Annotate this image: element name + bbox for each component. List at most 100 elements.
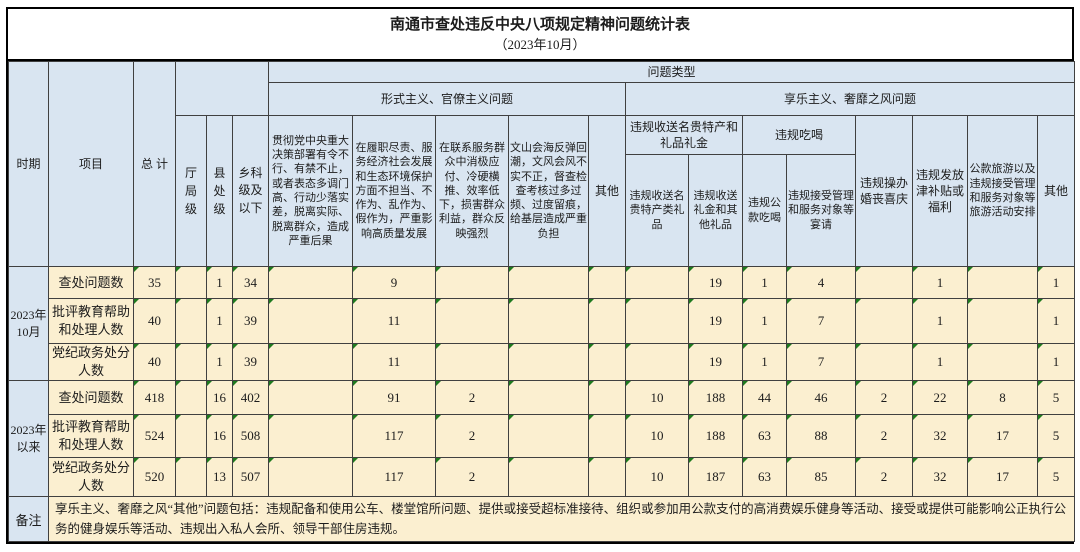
data-cell	[175, 414, 207, 458]
data-cell	[508, 298, 589, 344]
level-header-xian-label: 县处级	[213, 166, 226, 216]
data-cell	[625, 298, 689, 344]
data-cell: 1	[206, 266, 233, 299]
data-cell: 7	[786, 343, 856, 381]
row-label: 查处问题数	[48, 380, 134, 415]
data-cell: 39	[232, 298, 269, 344]
data-cell	[855, 266, 913, 299]
data-cell: 5	[1036, 380, 1076, 415]
data-cell	[967, 343, 1038, 381]
level-header-xian: 县处级	[206, 115, 233, 267]
data-cell: 1	[1036, 343, 1076, 381]
data-cell: 1	[1036, 298, 1076, 344]
data-cell: 508	[232, 414, 269, 458]
data-cell	[625, 343, 689, 381]
data-cell: 1	[742, 266, 787, 299]
data-cell: 2	[855, 380, 913, 415]
data-cell	[268, 266, 353, 299]
data-cell: 188	[688, 380, 743, 415]
data-cell: 88	[786, 414, 856, 458]
data-cell: 402	[232, 380, 269, 415]
allowance-col-header: 违规发放津补贴或福利	[912, 115, 968, 267]
data-cell: 9	[352, 266, 436, 299]
data-cell	[588, 414, 626, 458]
data-cell: 32	[912, 414, 968, 458]
data-cell	[588, 343, 626, 381]
meal-col-header-2: 违规接受管理和服务对象等宴请	[786, 154, 856, 267]
data-cell	[268, 457, 353, 497]
data-cell: 1	[1036, 266, 1076, 299]
row-label: 批评教育帮助和处理人数	[48, 414, 134, 458]
data-cell: 8	[967, 380, 1038, 415]
data-cell: 16	[206, 380, 233, 415]
data-cell	[268, 298, 353, 344]
formalism-section-header: 形式主义、官僚主义问题	[268, 82, 626, 116]
data-cell	[268, 343, 353, 381]
data-cell	[967, 298, 1038, 344]
data-cell	[175, 343, 207, 381]
data-cell	[435, 298, 509, 344]
level-header-xiang: 乡科级及以下	[232, 115, 269, 267]
formalism-col-header-3: 在联系服务群众中消极应付、冷硬横推、效率低下，损害群众利益，群众反映强烈	[435, 115, 509, 267]
data-cell: 1	[742, 343, 787, 381]
data-cell: 188	[688, 414, 743, 458]
statistics-sheet: 南通市查处违反中央八项规定精神问题统计表 （2023年10月） 时期 项目 总 …	[6, 7, 1076, 544]
data-cell: 5	[1036, 457, 1076, 497]
data-cell: 19	[688, 298, 743, 344]
data-cell: 40	[133, 298, 176, 344]
data-cell: 1	[206, 298, 233, 344]
data-cell: 2	[435, 457, 509, 497]
page-title: 南通市查处违反中央八项规定精神问题统计表	[389, 17, 690, 33]
data-cell	[508, 266, 589, 299]
data-cell	[855, 298, 913, 344]
data-cell	[508, 414, 589, 458]
data-cell: 17	[967, 457, 1038, 497]
data-cell: 5	[1036, 414, 1076, 458]
data-cell: 10	[625, 414, 689, 458]
gift-col-header-2: 违规收送礼金和其他礼品	[688, 154, 743, 267]
data-cell: 11	[352, 343, 436, 381]
meal-group-header: 违规吃喝	[742, 115, 856, 155]
data-cell	[268, 414, 353, 458]
public-travel-col-header: 公款旅游以及违规接受管理和服务对象等旅游活动安排	[967, 115, 1038, 267]
data-cell	[175, 266, 207, 299]
project-header: 项目	[48, 61, 134, 267]
wedding-funeral-col-header: 违规操办婚丧喜庆	[855, 115, 913, 267]
level-header-ting-label: 厅局级	[184, 166, 197, 216]
data-cell: 2	[855, 414, 913, 458]
data-cell: 2	[855, 457, 913, 497]
data-cell: 85	[786, 457, 856, 497]
data-cell: 22	[912, 380, 968, 415]
data-cell: 1	[912, 298, 968, 344]
remark-text: 享乐主义、奢靡之风“其他”问题包括：违规配备和使用公车、楼堂馆所问题、提供或接受…	[47, 496, 1076, 542]
data-cell	[508, 380, 589, 415]
formalism-col-header-1: 贯彻党中央重大决策部署有令不行、有禁不止，或者表态多调门高、行动少落实差，脱离实…	[268, 115, 353, 267]
period-header: 时期	[8, 61, 49, 267]
data-cell: 1	[912, 266, 968, 299]
data-cell	[588, 298, 626, 344]
remark-label: 备注	[8, 496, 49, 542]
data-cell: 520	[133, 457, 176, 497]
row-label: 查处问题数	[48, 266, 134, 299]
row-label: 党纪政务处分人数	[48, 343, 134, 381]
data-cell	[268, 380, 353, 415]
data-cell	[175, 298, 207, 344]
data-cell: 17	[967, 414, 1038, 458]
hedonism-other-col-header: 其他	[1036, 115, 1076, 267]
data-cell: 35	[133, 266, 176, 299]
meal-col-header-1: 违规公款吃喝	[742, 154, 787, 267]
data-cell	[435, 343, 509, 381]
data-cell: 524	[133, 414, 176, 458]
data-cell: 4	[786, 266, 856, 299]
data-cell: 32	[912, 457, 968, 497]
data-cell: 19	[688, 266, 743, 299]
period-label-ytd: 2023年 以来	[8, 380, 49, 497]
data-cell	[588, 380, 626, 415]
data-cell: 46	[786, 380, 856, 415]
data-cell: 44	[742, 380, 787, 415]
formalism-col-header-2: 在履职尽责、服务经济社会发展和生态环境保护方面不担当、不作为、乱作为、假作为，严…	[352, 115, 436, 267]
page-subtitle: （2023年10月）	[494, 36, 586, 52]
data-cell: 10	[625, 380, 689, 415]
row-label: 批评教育帮助和处理人数	[48, 298, 134, 344]
levels-group-blank-header	[175, 61, 269, 116]
